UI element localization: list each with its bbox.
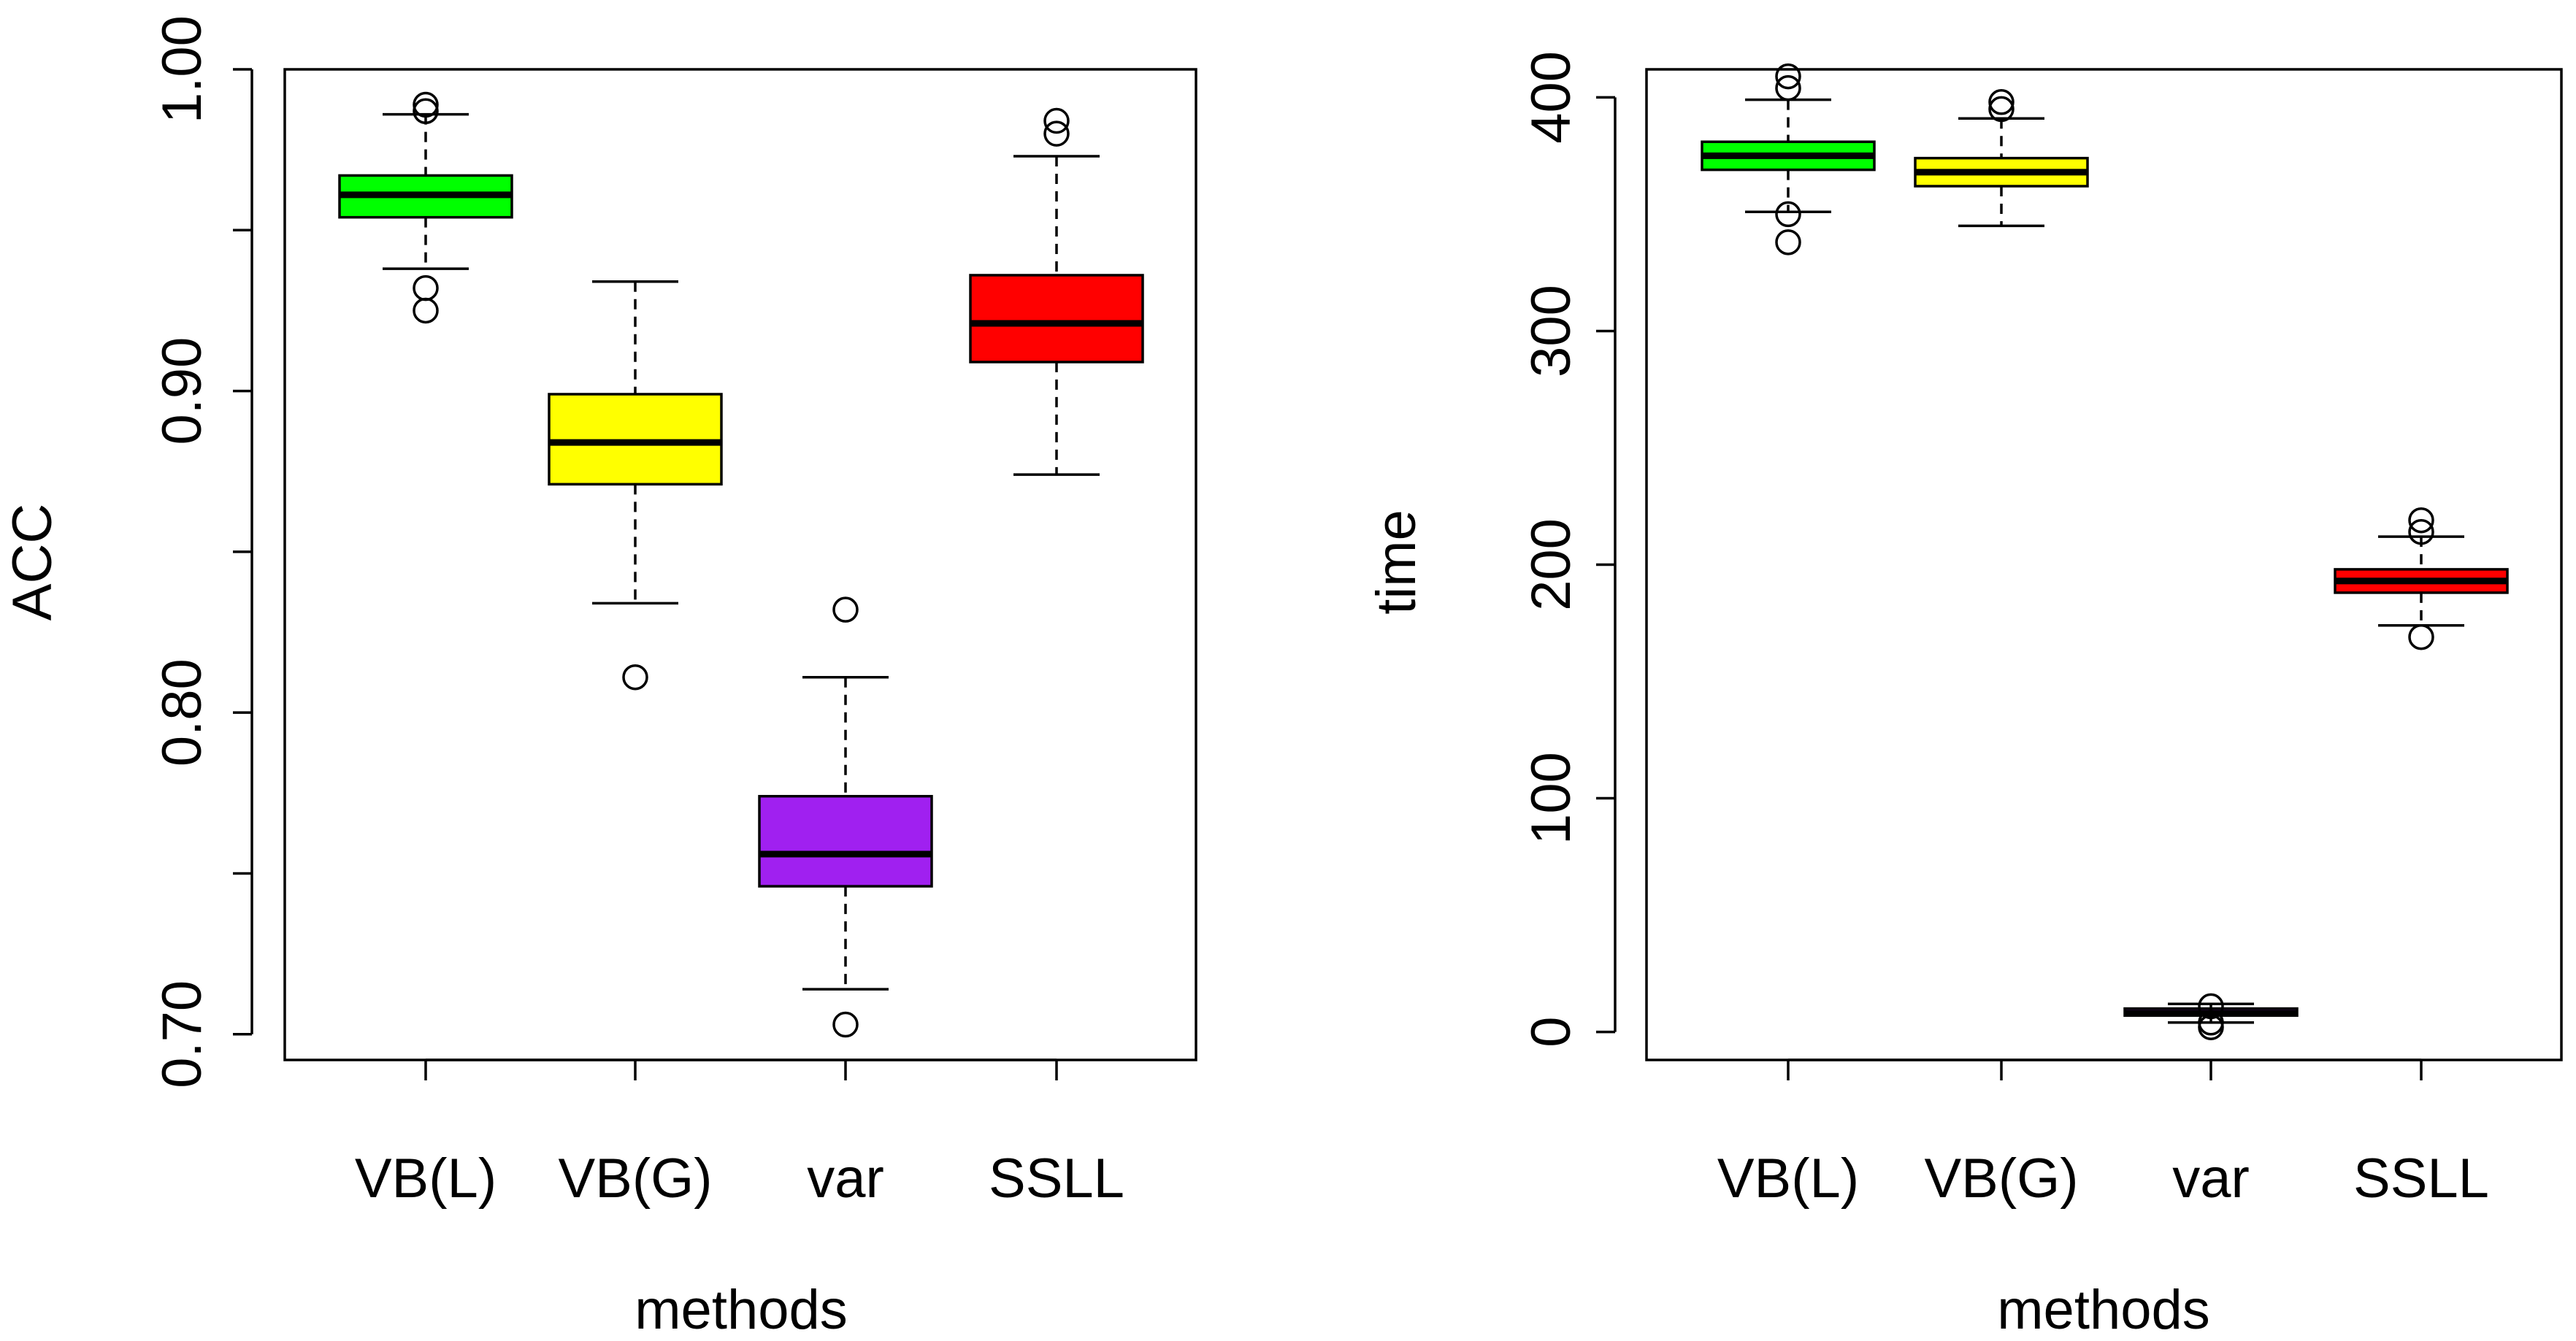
outlier-point xyxy=(832,596,859,623)
plot-frame xyxy=(1645,68,2563,1061)
x-tick-label: SSLL xyxy=(989,1148,1124,1210)
box-var xyxy=(758,794,933,888)
x-tick-label: VB(L) xyxy=(1717,1148,1859,1210)
outlier-point xyxy=(2408,623,2434,650)
y-tick-label: 100 xyxy=(1520,752,1582,845)
outlier-point xyxy=(1775,63,1801,90)
x-tick-label: var xyxy=(2172,1148,2250,1210)
y-tick-label: 0.80 xyxy=(151,658,213,766)
x-tick-label: VB(G) xyxy=(558,1148,712,1210)
outlier-point xyxy=(622,664,648,691)
outlier-point xyxy=(1775,201,1801,228)
y-tick-label: 0.70 xyxy=(151,980,213,1088)
acc-boxplot-panel: 0.70 0.80 0.90 1.00 VB(L) VB(G) var SSLL methods… xyxy=(1,15,1197,1341)
time-boxplot-panel: 0 100 200 300 400 VB(L) VB(G) var SSLL methods tim… xyxy=(1365,51,2563,1341)
outlier-point xyxy=(2198,1010,2224,1036)
outlier-point xyxy=(1043,107,1070,134)
x-tick-label: SSLL xyxy=(2353,1148,2489,1210)
x-axis-title: methods xyxy=(635,1279,848,1341)
outlier-point xyxy=(413,91,439,118)
outlier-point xyxy=(413,274,439,301)
x-tick-label: VB(L) xyxy=(355,1148,497,1210)
outlier-point xyxy=(1775,229,1801,255)
y-axis-title: time xyxy=(1365,510,1427,615)
y-tick-label: 300 xyxy=(1520,285,1582,377)
x-axis-title: methods xyxy=(1997,1279,2210,1341)
y-tick-label: 400 xyxy=(1520,51,1582,144)
outlier-point xyxy=(1775,74,1801,101)
x-tick-label: var xyxy=(807,1148,884,1210)
outlier-point xyxy=(1988,89,2015,115)
outlier-point xyxy=(832,1011,859,1038)
y-axis-title: ACC xyxy=(1,504,64,620)
outlier-point xyxy=(2408,507,2434,534)
y-tick-label: 0.90 xyxy=(151,337,213,445)
outlier-point xyxy=(413,297,439,324)
outlier-point xyxy=(2408,518,2434,545)
outlier-point xyxy=(413,98,439,125)
box-ssll xyxy=(969,274,1144,364)
outlier-point xyxy=(1988,96,2015,123)
outlier-point xyxy=(1043,120,1070,147)
y-tick-label: 1.00 xyxy=(151,15,213,123)
y-tick-label: 0 xyxy=(1520,1016,1582,1047)
outlier-point xyxy=(2198,993,2224,1020)
y-tick-label: 200 xyxy=(1520,518,1582,611)
x-tick-label: VB(G) xyxy=(1924,1148,2078,1210)
